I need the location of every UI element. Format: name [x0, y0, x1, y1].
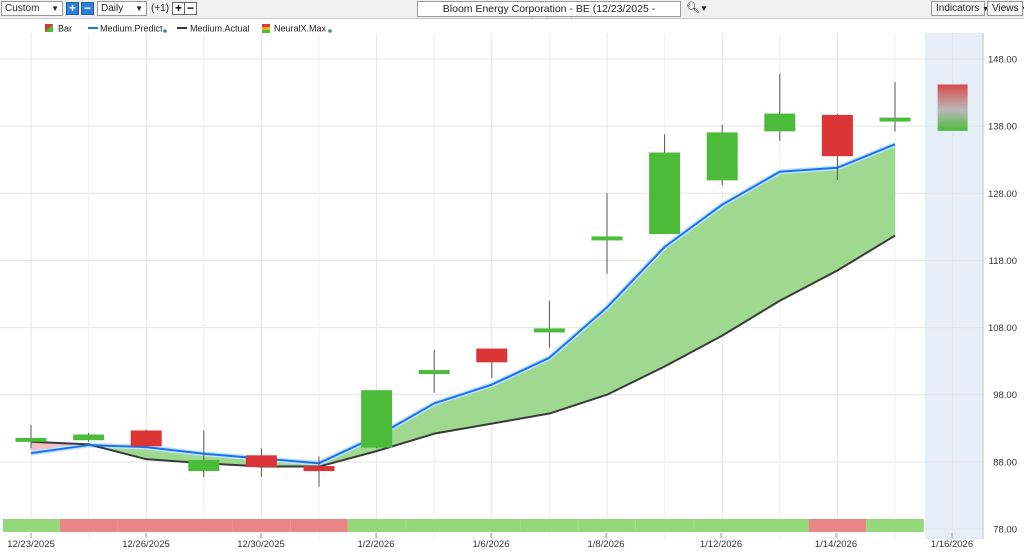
search-icon[interactable]: 🔍︎	[686, 2, 700, 14]
x-tick-label: 12/30/2025	[237, 539, 285, 550]
zoom-out-button[interactable]: −	[81, 2, 94, 15]
interval-select-value: Daily	[101, 3, 124, 14]
x-tick-label: 1/8/2026	[588, 539, 625, 550]
candlestick-chart[interactable]: 148.00 138.00 128.00 118.00 108.00 98.00 88.00…	[0, 19, 1024, 552]
legend-label: Medium.Predict	[100, 24, 163, 34]
medium-actual-line	[30, 234, 896, 468]
candle-body	[245, 455, 277, 468]
chevron-down-icon: ▼	[1021, 6, 1024, 13]
strip-segment	[405, 519, 463, 532]
candles	[15, 73, 968, 487]
candle-body	[303, 466, 335, 472]
y-tick-label: 118.00	[989, 256, 1017, 267]
strip-segment	[3, 519, 60, 532]
x-tick-label: 1/14/2026	[815, 539, 857, 550]
strip-segment	[866, 519, 924, 532]
candle-body	[879, 117, 911, 122]
chevron-down-icon: ▼	[51, 4, 59, 13]
bar-icon	[45, 24, 53, 32]
strip-segment	[635, 519, 694, 532]
strip-segment	[347, 519, 406, 532]
strip-segment	[520, 519, 579, 532]
strip-segment	[232, 519, 291, 532]
indicators-button[interactable]: Indicators ▼	[931, 1, 989, 16]
y-tick-label: 138.00	[988, 122, 1017, 133]
neuralx-icon	[262, 30, 270, 33]
y-axis: 148.00 138.00 128.00 118.00 108.00 98.00 88.00…	[988, 55, 1017, 536]
zoom-in-button[interactable]: +	[66, 2, 79, 15]
y-tick-label: 88.00	[993, 457, 1017, 468]
forecast-candle	[937, 84, 968, 131]
x-tick-label: 1/16/2026	[931, 539, 973, 550]
neuralx-icon	[262, 24, 270, 27]
strip-segment	[751, 519, 809, 532]
offset-label: (+1)	[151, 3, 170, 14]
strip-segment	[59, 519, 118, 532]
views-label: Views	[992, 3, 1019, 14]
candle-body	[418, 370, 450, 375]
chart-background	[0, 19, 1024, 552]
candle-body	[649, 152, 681, 235]
indicators-label: Indicators	[936, 3, 980, 14]
offset-minus-button[interactable]: −	[184, 2, 197, 15]
strip-segment	[290, 519, 348, 532]
candle-body	[361, 390, 393, 448]
chevron-down-icon[interactable]: ▼	[700, 4, 708, 13]
y-tick-label: 108.00	[988, 323, 1017, 334]
legend-label: Medium.Actual	[190, 24, 250, 34]
candle-body	[591, 236, 623, 241]
legend-label: Bar	[58, 24, 72, 34]
candle-body	[188, 460, 220, 472]
legend: Bar Medium.Predict Medium.Actual NeuralX.Ma…	[45, 24, 332, 34]
candle-body	[73, 434, 105, 441]
strip-segment	[463, 519, 521, 532]
y-tick-label: 128.00	[988, 189, 1017, 200]
x-tick-label: 12/23/2025	[7, 539, 55, 550]
y-tick-label: 148.00	[988, 55, 1017, 66]
medium-predict-line	[30, 143, 896, 465]
candle-body	[476, 348, 508, 363]
y-tick-label: 98.00	[993, 390, 1017, 401]
candle-body	[764, 113, 796, 132]
x-tick-label: 1/2/2026	[358, 539, 395, 550]
neuralx-icon	[262, 27, 270, 30]
strip-segment	[808, 519, 867, 532]
interval-select[interactable]: Daily ▼	[97, 1, 147, 16]
neuralx-strip	[3, 519, 924, 532]
candle-body	[533, 328, 565, 333]
period-select-value: Custom	[5, 3, 40, 14]
toolbar: Custom ▼ + − Daily ▼ (+1) + − Bloom Ener…	[0, 0, 1024, 29]
strip-segment	[693, 519, 751, 532]
x-tick-label: 1/6/2026	[473, 539, 510, 550]
candle-body	[15, 437, 47, 442]
dot-icon	[328, 29, 332, 33]
candle-body	[130, 430, 162, 447]
dot-icon	[163, 29, 167, 33]
views-button[interactable]: Views ▼	[987, 1, 1024, 16]
strip-segment	[175, 519, 233, 532]
indicator-lines	[30, 141, 896, 468]
x-axis: 12/23/2025 12/26/2025 12/30/2025 1/2/2026 1/…	[7, 533, 973, 550]
strip-segment	[578, 519, 636, 532]
strip-segment	[117, 519, 175, 532]
candle-body	[821, 114, 853, 157]
candle-body	[706, 132, 738, 181]
y-tick-label: 78.00	[993, 525, 1017, 536]
chevron-down-icon: ▼	[982, 6, 990, 13]
chart-title[interactable]: Bloom Energy Corporation - BE (12/23/202…	[417, 1, 681, 29]
chevron-down-icon: ▼	[135, 4, 143, 13]
legend-label: NeuralX.Max	[274, 24, 327, 34]
x-tick-label: 1/12/2026	[700, 539, 742, 550]
x-tick-label: 12/26/2025	[122, 539, 170, 550]
period-select[interactable]: Custom ▼	[1, 1, 63, 16]
